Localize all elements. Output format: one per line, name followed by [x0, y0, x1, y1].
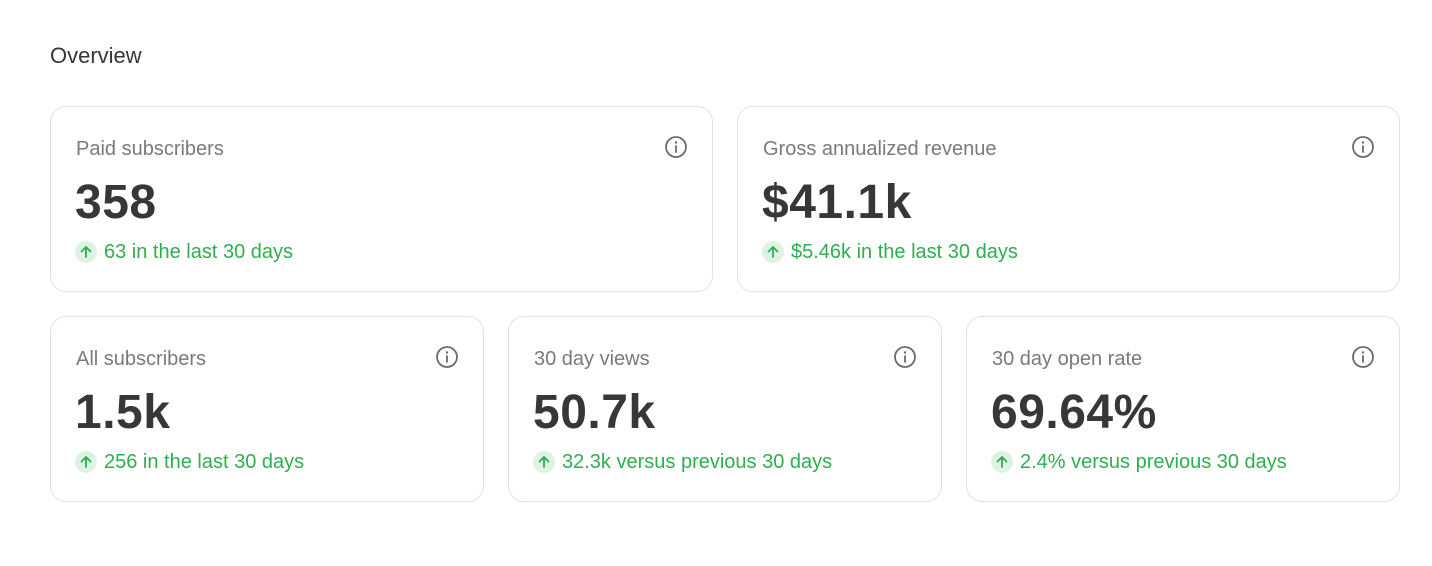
stat-trend-text: 63 in the last 30 days [104, 241, 294, 263]
stat-trend-text: 256 in the last 30 days [104, 451, 305, 473]
stat-value: 1.5k [75, 386, 171, 439]
stat-value: 69.64% [991, 386, 1157, 439]
stat-value: $41.1k [762, 176, 912, 229]
stat-trend: 32.3k versus previous 30 days [533, 450, 832, 474]
overview-title: Overview [50, 43, 142, 68]
stat-card-all-subscribers: All subscribers 1.5k 256 in the last 30 … [50, 316, 484, 502]
stat-value: 358 [75, 176, 157, 229]
stat-trend: $5.46k in the last 30 days [762, 240, 1018, 264]
info-icon[interactable] [893, 345, 917, 369]
stat-trend: 63 in the last 30 days [75, 240, 293, 264]
stat-label: 30 day open rate [992, 348, 1143, 370]
stat-trend-text: 32.3k versus previous 30 days [562, 451, 833, 473]
arrow-up-icon [991, 451, 1013, 473]
info-icon[interactable] [1351, 135, 1375, 159]
stat-trend-text: 2.4% versus previous 30 days [1020, 451, 1287, 473]
stat-card-gross-annualized-revenue: Gross annualized revenue $41.1k $5.46k i… [737, 106, 1400, 292]
info-icon[interactable] [664, 135, 688, 159]
stat-trend: 2.4% versus previous 30 days [991, 450, 1287, 474]
stat-label: Gross annualized revenue [763, 138, 997, 160]
stat-label: All subscribers [76, 348, 207, 370]
stat-card-paid-subscribers: Paid subscribers 358 63 in the last 30 d… [50, 106, 713, 292]
arrow-up-icon [75, 451, 97, 473]
arrow-up-icon [75, 241, 97, 263]
arrow-up-icon [533, 451, 555, 473]
info-icon[interactable] [1351, 345, 1375, 369]
stat-label: 30 day views [534, 348, 650, 370]
stat-card-30-day-open-rate: 30 day open rate 69.64% 2.4% versus prev… [966, 316, 1400, 502]
info-icon[interactable] [435, 345, 459, 369]
stat-trend: 256 in the last 30 days [75, 450, 304, 474]
stat-card-30-day-views: 30 day views 50.7k 32.3k versus previous… [508, 316, 942, 502]
arrow-up-icon [762, 241, 784, 263]
stat-value: 50.7k [533, 386, 656, 439]
stat-label: Paid subscribers [76, 138, 224, 160]
stat-trend-text: $5.46k in the last 30 days [791, 241, 1018, 263]
